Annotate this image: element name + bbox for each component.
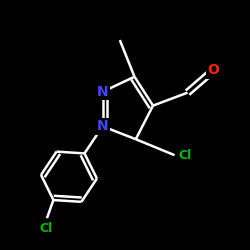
Text: Cl: Cl [179, 149, 192, 162]
Text: Cl: Cl [40, 222, 53, 235]
Text: N: N [97, 119, 108, 133]
Text: N: N [97, 85, 108, 99]
Text: O: O [208, 63, 219, 77]
